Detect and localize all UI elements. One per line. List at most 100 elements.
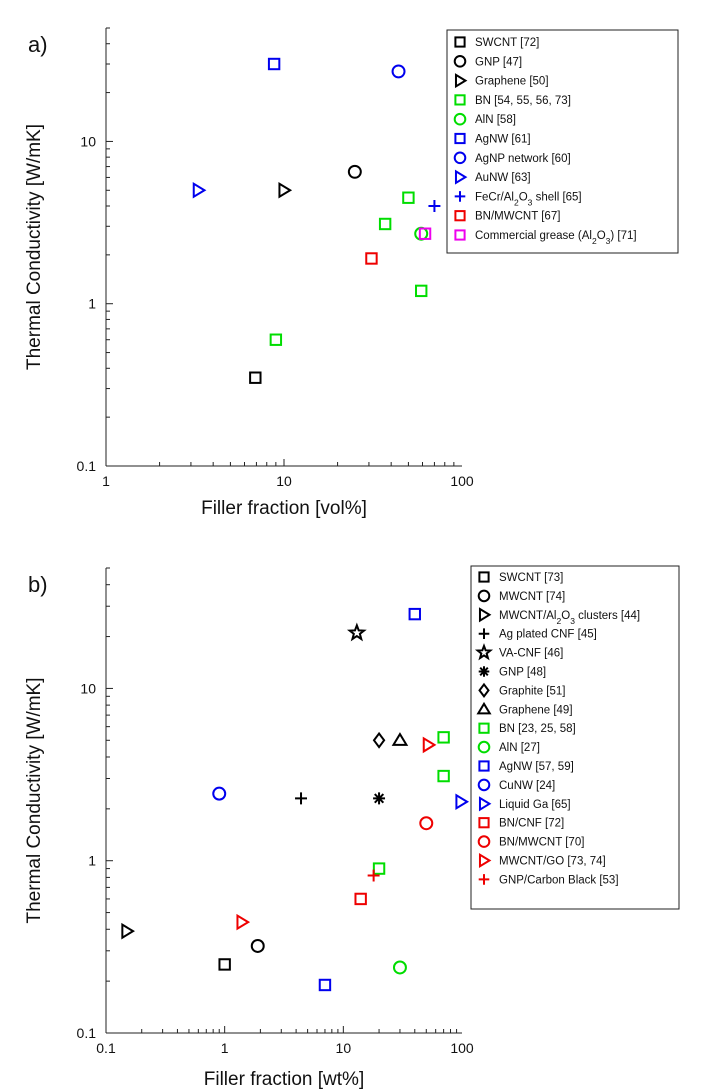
data-point xyxy=(249,371,262,384)
legend-marker xyxy=(454,210,466,222)
data-point xyxy=(437,731,450,744)
x-tick-label: 1 xyxy=(221,1040,229,1056)
data-point xyxy=(415,284,428,298)
legend-marker xyxy=(453,55,467,68)
data-point xyxy=(269,333,283,346)
legend-marker xyxy=(478,874,490,885)
data-point xyxy=(346,622,367,642)
legend-marker xyxy=(477,740,491,754)
data-point xyxy=(391,64,406,79)
legend-marker xyxy=(454,169,468,185)
data-point xyxy=(418,227,432,240)
legend-label: AlN [58] xyxy=(475,114,516,126)
data-point xyxy=(408,607,421,621)
data-point xyxy=(372,862,386,875)
data-point xyxy=(236,913,251,931)
data-point xyxy=(373,792,386,805)
data-point xyxy=(428,200,441,212)
legend-label: MWCNT/Al2O3 clusters [44] xyxy=(499,610,640,626)
data-point xyxy=(318,978,332,992)
legend-label: BN/MWCNT [67] xyxy=(475,211,560,223)
panel-label: a) xyxy=(28,32,48,57)
legend-marker xyxy=(453,112,467,126)
x-tick-label: 100 xyxy=(450,1040,474,1056)
legend-label: GNP [48] xyxy=(499,667,546,679)
panel-label: b) xyxy=(28,572,48,597)
data-point xyxy=(422,736,437,754)
legend-label: Graphite [51] xyxy=(499,685,565,697)
chart-panel-b: 0.1 1 10 100 0.1 1 10 Filler fraction [wt%] Ther… xyxy=(24,565,680,1090)
legend-marker xyxy=(454,73,468,89)
legend-label: AlN [27] xyxy=(499,742,540,754)
legend: SWCNT [73] MWCNT [74] MWCNT/Al2O3 clusters… xyxy=(470,565,680,910)
y-tick-label: 10 xyxy=(80,133,96,149)
legend-label: BN [23, 25, 58] xyxy=(499,723,576,735)
legend-marker xyxy=(453,151,467,165)
data-point xyxy=(437,769,450,783)
legend-marker xyxy=(454,36,466,48)
x-axis-title: Filler fraction [vol%] xyxy=(201,498,367,519)
legend-marker xyxy=(474,643,494,661)
legend-label: CuNW [24] xyxy=(499,780,555,792)
legend-marker xyxy=(477,778,491,792)
legend-label: SWCNT [73] xyxy=(499,572,563,584)
data-point xyxy=(455,793,470,810)
legend-label: AgNP network [60] xyxy=(475,153,571,165)
legend-label: GNP [47] xyxy=(475,56,522,68)
legend-marker xyxy=(478,628,490,639)
legend-marker xyxy=(478,817,490,829)
x-axis-title: Filler fraction [wt%] xyxy=(204,1069,364,1090)
legend-marker xyxy=(454,229,466,241)
legend-label: BN/CNF [72] xyxy=(499,818,564,830)
y-tick-label: 1 xyxy=(88,296,96,312)
legend-marker xyxy=(478,682,490,699)
legend-marker xyxy=(478,607,492,623)
y-axis-title: Thermal Conductivity [W/mK] xyxy=(24,678,45,924)
data-point xyxy=(392,960,407,975)
legend-label: BN [54, 55, 56, 73] xyxy=(475,95,571,107)
legend-marker xyxy=(476,701,492,715)
data-point xyxy=(367,869,380,882)
data-point xyxy=(278,182,293,199)
data-point xyxy=(267,57,281,71)
legend-marker xyxy=(454,132,466,145)
data-point xyxy=(354,892,367,906)
x-tick-label: 10 xyxy=(336,1040,352,1056)
legend-label: MWCNT/GO [73, 74] xyxy=(499,856,606,868)
legend-marker xyxy=(454,94,466,106)
data-point xyxy=(391,732,409,746)
x-tick-label: 0.1 xyxy=(96,1040,116,1056)
legend-marker xyxy=(478,760,490,772)
legend-label: Graphene [50] xyxy=(475,76,549,88)
legend-label: FeCr/Al2O3 shell [65] xyxy=(475,191,582,207)
x-tick-label: 10 xyxy=(276,473,292,489)
y-tick-label: 0.1 xyxy=(77,458,97,474)
legend-label: Graphene [49] xyxy=(499,704,573,716)
data-point xyxy=(192,182,207,199)
legend-marker xyxy=(478,852,492,869)
data-point xyxy=(402,191,415,204)
y-tick-label: 1 xyxy=(88,853,96,869)
x-tick-label: 1 xyxy=(102,473,110,489)
legend-label: SWCNT [72] xyxy=(475,37,539,49)
y-tick-label: 0.1 xyxy=(77,1025,97,1041)
legend: SWCNT [72] GNP [47] Graphene [50] BN [54, 5… xyxy=(446,29,679,254)
legend-label: Commercial grease (Al2O3) [71] xyxy=(475,230,637,246)
data-point xyxy=(372,731,386,749)
data-point xyxy=(212,786,227,801)
legend-label: MWCNT [74] xyxy=(499,591,565,603)
data-point xyxy=(295,792,308,805)
y-tick-label: 10 xyxy=(80,680,96,696)
data-point xyxy=(419,816,434,831)
legend-label: GNP/Carbon Black [53] xyxy=(499,874,619,886)
legend-label: AgNW [57, 59] xyxy=(499,761,574,773)
legend-marker xyxy=(478,796,492,812)
legend-marker xyxy=(478,571,490,583)
data-point xyxy=(378,217,392,231)
legend-marker xyxy=(454,191,466,202)
y-axis-title: Thermal Conductivity [W/mK] xyxy=(24,124,45,370)
data-point xyxy=(347,164,362,179)
data-point xyxy=(218,958,231,971)
legend-label: VA-CNF [46] xyxy=(499,648,563,660)
